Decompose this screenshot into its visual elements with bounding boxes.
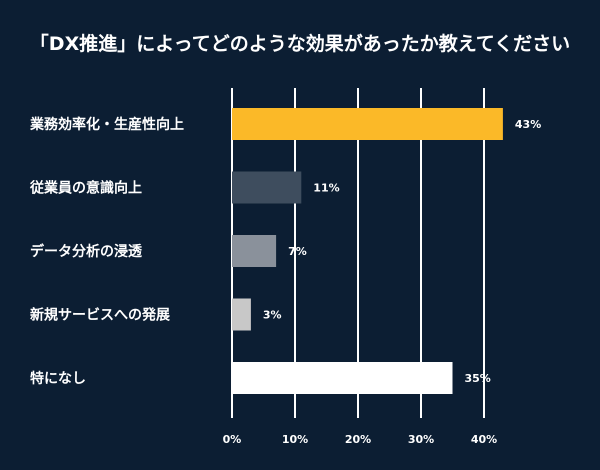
tick-label-0: 0% [223, 433, 242, 446]
tick-label-30: 30% [408, 433, 434, 446]
category-labels: 業務効率化・生産性向上従業員の意識向上データ分析の浸透新規サービスへの発展特にな… [29, 116, 184, 387]
bar-2 [232, 171, 302, 204]
value-labels: 43% 11% 7% 3% 35% [263, 118, 541, 385]
category-label-1: 業務効率化・生産性向上 [29, 116, 184, 133]
tick-label-20: 20% [345, 433, 371, 446]
bar-5 [232, 362, 453, 394]
chart-title: 「DX推進」によってどのような効果があったか教えてください [30, 32, 570, 55]
x-axis-tick-labels: 0% 10% 20% 30% 40% [223, 433, 498, 446]
category-label-4: 新規サービスへの発展 [30, 307, 170, 324]
value-label-5: 35% [465, 372, 491, 385]
bar-4 [232, 298, 251, 331]
tick-label-40: 40% [471, 433, 497, 446]
value-label-3: 7% [288, 245, 307, 258]
bar-1 [232, 108, 503, 140]
value-label-1: 43% [515, 118, 541, 131]
tick-label-10: 10% [282, 433, 308, 446]
category-label-3: データ分析の浸透 [30, 243, 143, 260]
value-label-4: 3% [263, 309, 282, 322]
category-label-2: 従業員の意識向上 [29, 180, 142, 197]
category-label-5: 特になし [30, 370, 86, 387]
bars [232, 108, 503, 394]
bar-3 [232, 235, 277, 267]
value-label-2: 11% [313, 182, 339, 195]
